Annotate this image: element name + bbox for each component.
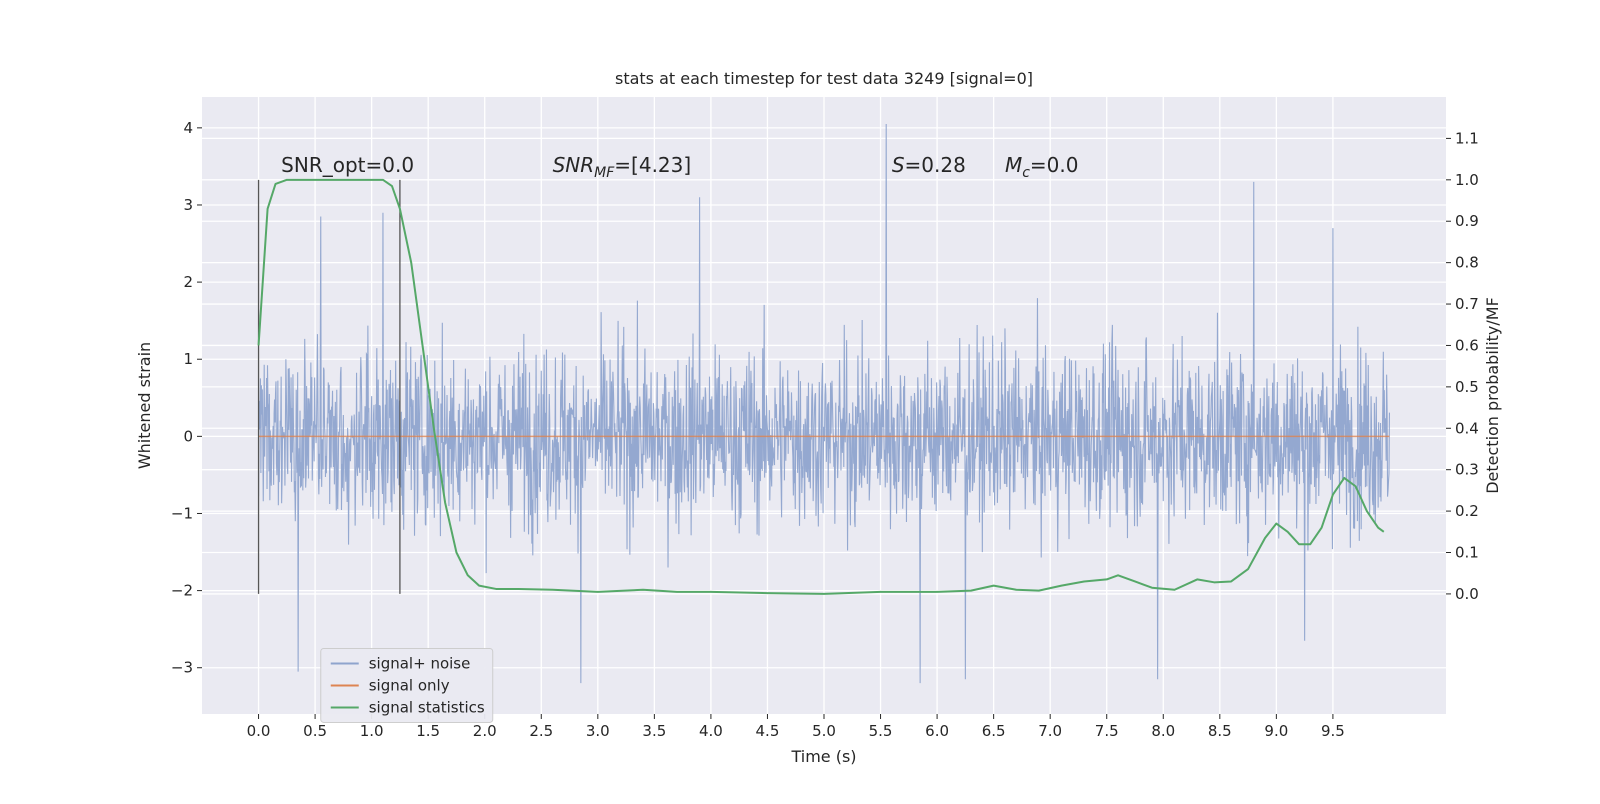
- annotation-s: S=0.28: [892, 153, 966, 177]
- x-tick-label: 8.0: [1151, 722, 1175, 740]
- axes: 0.0 0.5 1.0 1.5 2.0 2.5 3.0 3.5 4.0 4.5 5.0 5.5 6.0 6…: [171, 119, 1479, 740]
- series-signal-statistics: [257, 178, 1385, 595]
- y-tick-label: −1: [171, 504, 193, 522]
- y-tick-label: −3: [171, 659, 193, 677]
- x-tick-label: 9.0: [1264, 722, 1288, 740]
- legend-label: signal+ noise: [369, 654, 471, 672]
- x-tick-label: 9.5: [1321, 722, 1345, 740]
- x-tick-label: 5.0: [812, 722, 836, 740]
- annotation-mc: Mc=0.0: [1005, 153, 1079, 181]
- y2-tick-label: 0.1: [1455, 544, 1479, 562]
- x-tick-label: 1.0: [360, 722, 384, 740]
- y2-tick-label: 0.9: [1455, 212, 1479, 230]
- y2-tick-label: 0.6: [1455, 336, 1479, 354]
- y-tick-label: 1: [183, 350, 193, 368]
- annotation-snr-opt: SNR_opt=0.0: [281, 153, 414, 177]
- x-tick-label: 3.0: [586, 722, 610, 740]
- series-signal-plus-noise: [258, 123, 1390, 684]
- x-tick-label: 6.5: [982, 722, 1006, 740]
- s-value: =0.28: [905, 153, 966, 177]
- y2-tick-label: 0.8: [1455, 254, 1479, 272]
- snr-mf-symbol: SNR: [553, 153, 595, 177]
- legend-label: signal statistics: [369, 698, 485, 716]
- gridlines: [202, 97, 1446, 714]
- annotations: SNR_opt=0.0 SNRMF=[4.23] S=0.28 Mc=0.0: [281, 153, 1078, 181]
- x-tick-label: 2.0: [473, 722, 497, 740]
- y2-tick-label: 0.7: [1455, 295, 1479, 313]
- y2-tick-label: 0.5: [1455, 378, 1479, 396]
- y2-tick-label: 0.0: [1455, 585, 1479, 603]
- annotation-snr-mf: SNRMF=[4.23]: [553, 153, 692, 181]
- x-tick-label: 5.5: [869, 722, 893, 740]
- x-tick-label: 8.5: [1208, 722, 1232, 740]
- x-tick-label: 0.5: [303, 722, 327, 740]
- legend: signal+ noise signal only signal statistic…: [320, 647, 494, 723]
- y2-tick-label: 0.4: [1455, 419, 1479, 437]
- legend-label: signal only: [369, 676, 450, 694]
- y-tick-label: 0: [183, 427, 193, 445]
- legend-box: [320, 647, 494, 723]
- data-series: [257, 123, 1390, 684]
- x-tick-label: 2.5: [529, 722, 553, 740]
- y-tick-label: 3: [183, 196, 193, 214]
- y-tick-label: −2: [171, 582, 193, 600]
- mc-symbol: M: [1005, 153, 1022, 177]
- x-tick-label: 1.5: [416, 722, 440, 740]
- x-tick-label: 7.0: [1038, 722, 1062, 740]
- chart-title: stats at each timestep for test data 324…: [615, 69, 1033, 88]
- s-symbol: S: [892, 153, 905, 177]
- mc-value: =0.0: [1030, 153, 1079, 177]
- snr-mf-subscript: MF: [594, 165, 615, 181]
- x-tick-label: 4.0: [699, 722, 723, 740]
- x-tick-label: 3.5: [642, 722, 666, 740]
- x-tick-label: 6.0: [925, 722, 949, 740]
- y2-axis-label: Detection probability/MF: [1483, 297, 1502, 494]
- x-tick-label: 7.5: [1095, 722, 1119, 740]
- y2-tick-label: 1.1: [1455, 129, 1479, 147]
- y2-tick-label: 0.3: [1455, 461, 1479, 479]
- y-tick-label: 2: [183, 273, 193, 291]
- y-axis-label: Whitened strain: [135, 342, 154, 469]
- y2-tick-label: 1.0: [1455, 171, 1479, 189]
- x-axis-label: Time (s): [790, 747, 856, 766]
- y-tick-label: 4: [183, 119, 193, 137]
- x-tick-label: 4.5: [756, 722, 780, 740]
- snr-mf-value: =[4.23]: [614, 153, 691, 177]
- mc-subscript: c: [1022, 165, 1030, 181]
- y2-tick-label: 0.2: [1455, 502, 1479, 520]
- x-tick-label: 0.0: [247, 722, 271, 740]
